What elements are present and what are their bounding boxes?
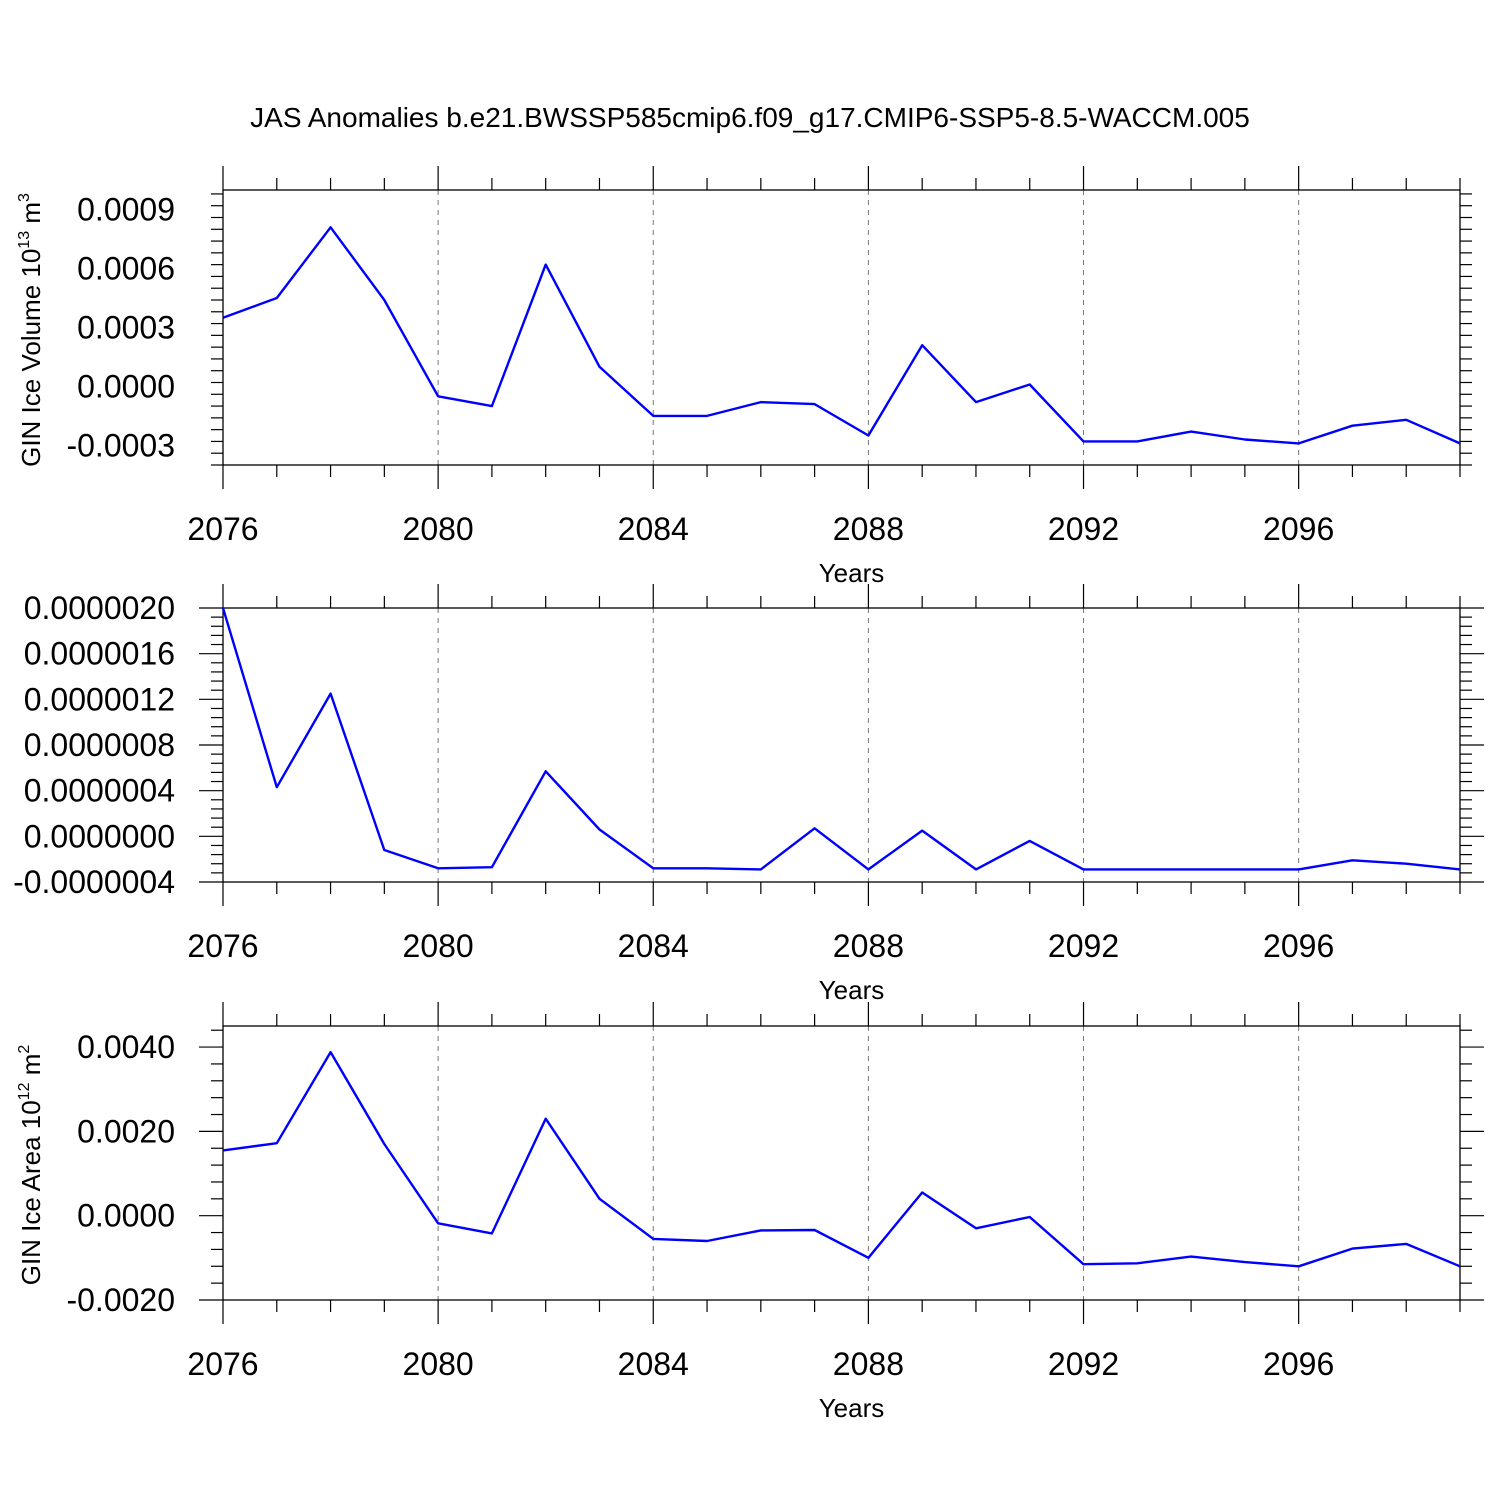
- y-tick-label: 0.0020: [77, 1113, 175, 1149]
- y-tick-label: 0.0000: [77, 368, 175, 404]
- panels: -0.0003 0.0000 0.0003 0.0006 0.0009 2076 2080 2…: [13, 166, 1484, 1423]
- x-tick-label: 2096: [1263, 511, 1334, 547]
- y-tick-label: 0.0006: [77, 251, 175, 287]
- y-tick-label: 0.0000020: [24, 590, 175, 626]
- y-tick-label: 0.0009: [77, 192, 175, 228]
- chart-panel-1: -0.0003 0.0000 0.0003 0.0006 0.0009 2076 2080 2…: [16, 166, 1472, 588]
- x-axis-title: Years: [819, 975, 885, 1005]
- x-tick-label: 2088: [833, 928, 904, 964]
- x-tick-label: 2080: [403, 511, 474, 547]
- x-tick-label: 2080: [403, 928, 474, 964]
- x-tick-label: 2084: [618, 1346, 689, 1382]
- y-tick-label: 0.0000000: [24, 818, 175, 854]
- x-tick-label: 2092: [1048, 511, 1119, 547]
- x-tick-label: 2080: [403, 1346, 474, 1382]
- x-tick-label: 2084: [618, 928, 689, 964]
- x-tick-label: 2096: [1263, 928, 1334, 964]
- x-tick-label: 2092: [1048, 928, 1119, 964]
- y-tick-label: -0.0000004: [13, 864, 175, 900]
- plot-frame: [222, 189, 1461, 466]
- plot-frame: [222, 1025, 1461, 1301]
- series-line: [222, 1050, 1461, 1268]
- y-tick-label: -0.0003: [66, 427, 175, 463]
- x-axis-title: Years: [819, 1393, 885, 1423]
- figure-title: JAS Anomalies b.e21.BWSSP585cmip6.f09_g1…: [250, 102, 1250, 133]
- y-tick-label: 0.0000: [77, 1198, 175, 1234]
- y-tick-label: -0.0020: [66, 1282, 175, 1318]
- y-tick-label: 0.0000012: [24, 681, 175, 717]
- x-tick-label: 2076: [187, 511, 258, 547]
- y-tick-label: 0.0040: [77, 1029, 175, 1065]
- plot-frame: [222, 607, 1461, 883]
- chart-panel-2: -0.0000004 0.0000000 0.0000004 0.0000008 0.0…: [13, 584, 1484, 1005]
- y-axis-title: GIN Ice Volume 1013 m3: [16, 193, 46, 467]
- x-tick-label: 2084: [618, 511, 689, 547]
- series-line: [221, 607, 1461, 871]
- y-axis-title: GIN Ice Area 1012 m2: [16, 1045, 46, 1286]
- y-tick-label: 0.0000008: [24, 727, 175, 763]
- x-tick-label: 2092: [1048, 1346, 1119, 1382]
- x-axis-title: Years: [819, 558, 885, 588]
- x-tick-label: 2076: [187, 928, 258, 964]
- x-tick-label: 2088: [833, 1346, 904, 1382]
- y-tick-label: 0.0003: [77, 310, 175, 346]
- y-tick-label: 0.0000004: [24, 773, 175, 809]
- series-line: [222, 226, 1461, 445]
- x-tick-label: 2076: [187, 1346, 258, 1382]
- chart-panel-3: -0.0020 0.0000 0.0020 0.0040 2076 2080 2084 208…: [16, 1002, 1484, 1423]
- y-tick-label: 0.0000016: [24, 636, 175, 672]
- x-tick-label: 2096: [1263, 1346, 1334, 1382]
- x-tick-label: 2088: [833, 511, 904, 547]
